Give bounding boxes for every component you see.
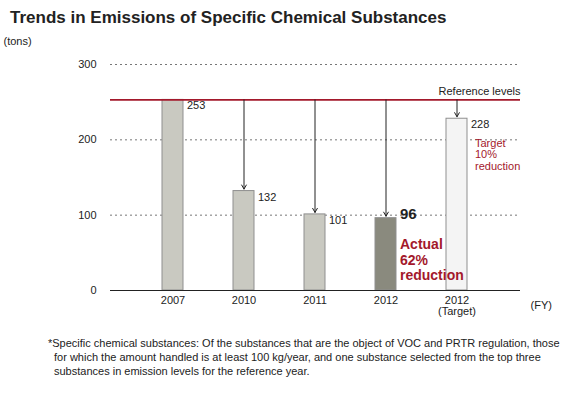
html-text:Trends in Emissions of Specifi: Trends in Emissions of Specific Chemical… [10, 8, 447, 27]
svg-text:100: 100 [78, 209, 96, 221]
svg-text:Target10%reduction: Target10%reduction [475, 137, 520, 172]
svg-text:2007: 2007 [161, 294, 185, 306]
svg-text:2012(Target): 2012(Target) [438, 294, 476, 317]
svg-text:(FY): (FY) [531, 299, 552, 311]
svg-text:2010: 2010 [232, 294, 256, 306]
svg-text:0: 0 [90, 284, 96, 296]
svg-text:300: 300 [78, 58, 96, 70]
svg-text:2012: 2012 [374, 294, 398, 306]
svg-text:253: 253 [187, 99, 205, 111]
svg-text:101: 101 [329, 214, 347, 226]
html-text:*Specific chemical substances:: *Specific chemical substances: Of the su… [48, 337, 560, 377]
svg-text:228: 228 [471, 118, 489, 130]
svg-text:96: 96 [400, 205, 417, 222]
svg-text:(tons): (tons) [4, 35, 32, 47]
svg-text:200: 200 [78, 133, 96, 145]
svg-text:132: 132 [258, 191, 276, 203]
svg-text:Reference levels: Reference levels [439, 85, 521, 97]
svg-text:2011: 2011 [303, 294, 327, 306]
svg-text:Actual62%reduction: Actual62%reduction [400, 236, 464, 283]
